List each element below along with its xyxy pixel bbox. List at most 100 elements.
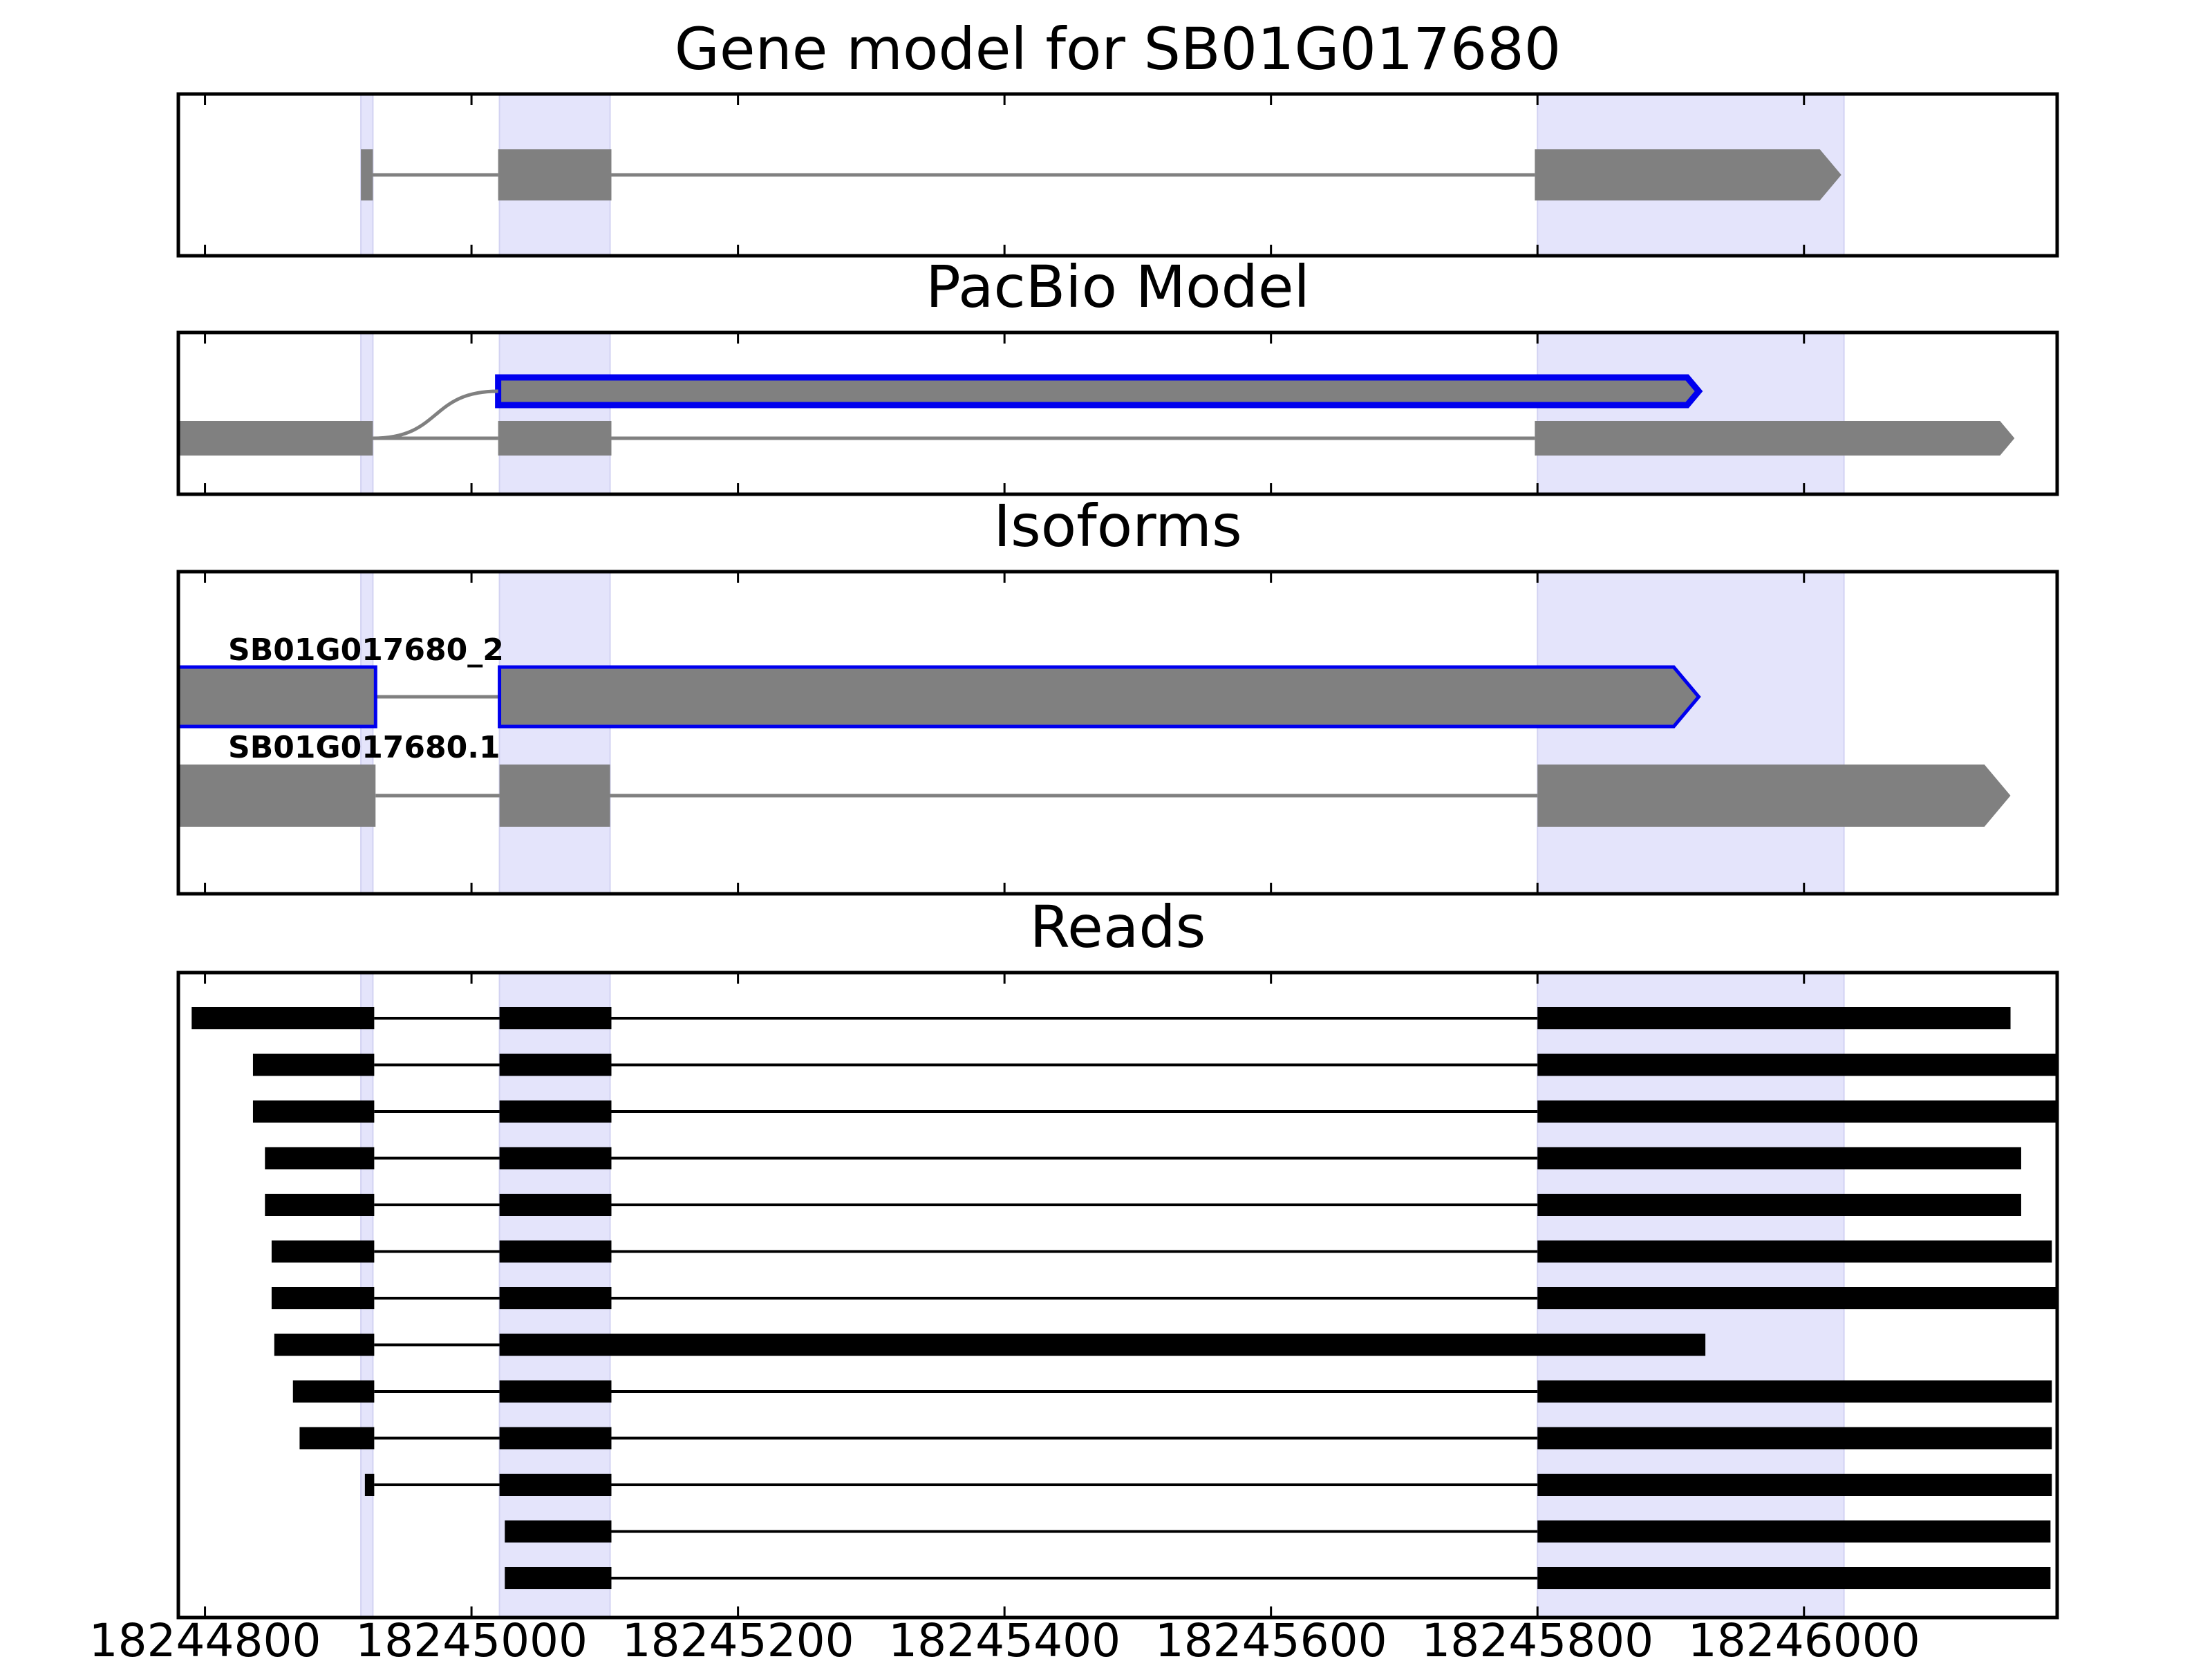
- panel-3: Reads: [176, 893, 2059, 1620]
- read-12: [505, 1567, 2051, 1589]
- read-block-2: [1537, 1053, 2057, 1076]
- exon-0: [495, 374, 1703, 409]
- read-block-0: [292, 1380, 375, 1403]
- exon-1: [498, 149, 612, 200]
- exon-0: [178, 765, 376, 827]
- exon-1: [498, 665, 1701, 729]
- isoform-label: SB01G017680.1: [228, 730, 500, 765]
- read-block-0: [274, 1333, 375, 1356]
- exon-2: [1537, 765, 2011, 827]
- exon-0: [178, 665, 377, 729]
- shaded-region-2: [1537, 572, 1845, 894]
- panel-plot-area: [360, 94, 1845, 256]
- panel-2: Isoforms SB01G017680_2 SB01G017680.1: [176, 492, 2059, 896]
- read-block-1: [499, 1007, 612, 1029]
- read-block-1: [499, 1427, 612, 1450]
- x-tick-label: 18245400: [888, 1614, 1121, 1659]
- exon-0: [178, 421, 373, 456]
- read-block-2: [1537, 1287, 2057, 1309]
- splice-connector: [373, 389, 498, 440]
- exon-1: [498, 421, 612, 456]
- read-block-2: [1537, 1474, 2052, 1496]
- read-3: [265, 1147, 2021, 1170]
- panel-frame: [176, 330, 2059, 496]
- read-block-0: [252, 1100, 375, 1123]
- panel-frame: [176, 971, 2059, 1620]
- read-9: [299, 1427, 2052, 1450]
- read-8: [292, 1380, 2052, 1403]
- read-block-0: [271, 1240, 375, 1263]
- exon-1: [499, 765, 610, 827]
- exon-2: [1535, 421, 2015, 456]
- x-tick-label: 18245000: [355, 1614, 588, 1659]
- panel-frame: [176, 92, 2059, 258]
- panel-title: PacBio Model: [926, 253, 1310, 321]
- read-block-2: [1537, 1147, 2021, 1170]
- x-tick-label: 18245800: [1421, 1614, 1653, 1659]
- read-1: [252, 1053, 2057, 1076]
- panel-1: PacBio Model: [176, 253, 2059, 496]
- read-block-2: [1537, 1194, 2021, 1216]
- panels-layer: Gene model for SB01G017680 PacBio Model Is…: [176, 15, 2059, 1620]
- read-0: [191, 1007, 2011, 1029]
- read-block-1: [499, 1287, 612, 1309]
- read-5: [271, 1240, 2052, 1263]
- read-block-0: [265, 1147, 375, 1170]
- read-block-2: [1537, 1007, 2011, 1029]
- panel-plot-area: [178, 332, 2015, 494]
- shaded-region-0: [360, 332, 374, 494]
- read-block-1: [499, 1380, 612, 1403]
- read-block-2: [1537, 1427, 2052, 1450]
- read-block-0: [265, 1194, 375, 1216]
- read-block-0: [271, 1287, 375, 1309]
- read-10: [364, 1474, 2052, 1496]
- read-11: [505, 1520, 2051, 1543]
- read-7: [274, 1333, 1706, 1356]
- exon-2: [1535, 149, 1841, 200]
- read-block-2: [1537, 1100, 2057, 1123]
- read-block-1: [499, 1053, 612, 1076]
- read-block-1: [499, 1147, 612, 1170]
- shaded-region-2: [1537, 332, 1845, 494]
- read-block-1: [499, 1333, 1706, 1356]
- read-block-1: [1537, 1520, 2051, 1543]
- read-block-0: [252, 1053, 375, 1076]
- read-block-0: [505, 1567, 612, 1589]
- shaded-region-1: [498, 572, 611, 894]
- panel-frame: [176, 570, 2059, 896]
- shaded-region-1: [498, 332, 611, 494]
- panel-0: Gene model for SB01G017680: [176, 15, 2059, 258]
- x-tick-label: 18246000: [1688, 1614, 1920, 1659]
- read-block-0: [364, 1474, 375, 1496]
- read-2: [252, 1100, 2057, 1123]
- panel-title: Isoforms: [993, 492, 1242, 560]
- read-block-1: [1537, 1567, 2051, 1589]
- panel-plot-area: [191, 973, 2057, 1618]
- panel-title: Gene model for SB01G017680: [675, 15, 1561, 83]
- read-block-0: [191, 1007, 375, 1029]
- panel-title: Reads: [1030, 893, 1206, 961]
- read-block-0: [299, 1427, 375, 1450]
- gene-model-0: [361, 149, 1841, 200]
- x-axis-ticks: 18244800 18245000 18245200 18245400 18245600…: [89, 1614, 1920, 1659]
- read-block-1: [499, 1240, 612, 1263]
- read-block-2: [1537, 1240, 2052, 1263]
- read-block-1: [499, 1194, 612, 1216]
- read-block-0: [505, 1520, 612, 1543]
- gene-model-0: [495, 374, 1703, 409]
- isoform-label: SB01G017680_2: [228, 632, 504, 668]
- x-tick-label: 18244800: [89, 1614, 321, 1659]
- read-4: [265, 1194, 2021, 1216]
- read-block-1: [499, 1100, 612, 1123]
- panel-plot-area: [178, 572, 2011, 894]
- gene-model-0: [178, 665, 1701, 729]
- read-6: [271, 1287, 2057, 1309]
- read-block-2: [1537, 1380, 2052, 1403]
- read-block-1: [499, 1474, 612, 1496]
- gene-model-1: [178, 765, 2011, 827]
- x-tick-label: 18245200: [622, 1614, 854, 1659]
- exon-0: [361, 149, 373, 200]
- gene-model-1: [178, 421, 2015, 456]
- x-tick-label: 18245600: [1155, 1614, 1387, 1659]
